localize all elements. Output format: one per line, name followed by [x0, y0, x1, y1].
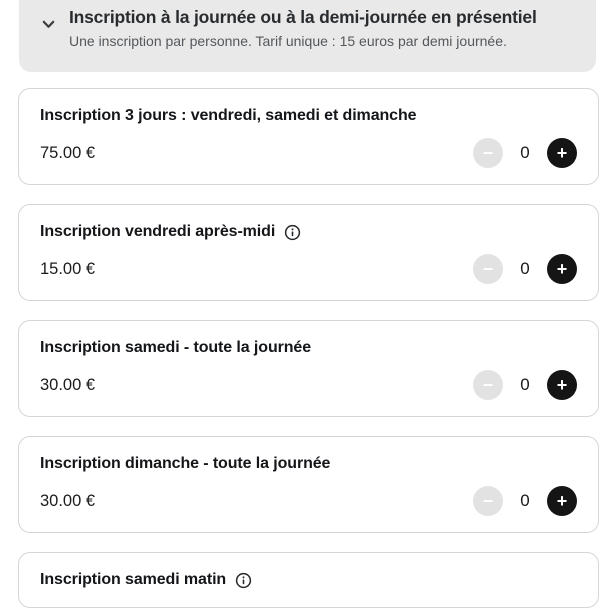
section-header[interactable]: Inscription à la journée ou à la demi-jo…: [19, 0, 596, 72]
section-subtitle: Une inscription par personne. Tarif uniq…: [69, 33, 507, 49]
quantity-value: 0: [520, 375, 530, 394]
ticket-name: Inscription vendredi après-midi: [40, 223, 276, 240]
ticket-list: Inscription 3 jours : vendredi, samedi e…: [18, 88, 599, 608]
quantity-stepper: − 0 +: [473, 370, 577, 400]
ticket-price: 30.00 €: [40, 491, 96, 510]
ticket-title-row: Inscription samedi - toute la journée: [40, 337, 577, 359]
ticket-title-row: Inscription samedi matin: [40, 569, 577, 591]
quantity-value: 0: [520, 143, 530, 162]
ticket-price-row: 30.00 € − 0 +: [40, 370, 577, 400]
decrease-quantity-button[interactable]: −: [473, 254, 503, 284]
ticket-card: Inscription dimanche - toute la journée …: [18, 436, 599, 533]
increase-quantity-button[interactable]: +: [547, 254, 577, 284]
increase-quantity-button[interactable]: +: [547, 138, 577, 168]
decrease-quantity-button[interactable]: −: [473, 138, 503, 168]
chevron-down-icon[interactable]: [40, 16, 56, 32]
ticket-card: Inscription vendredi après-midi 15.00 € …: [18, 204, 599, 301]
ticket-title-row: Inscription vendredi après-midi: [40, 221, 577, 243]
quantity-value: 0: [520, 259, 530, 278]
ticket-price-row: 15.00 € − 0 +: [40, 254, 577, 284]
ticket-price-row: 30.00 € − 0 +: [40, 486, 577, 516]
ticket-card: Inscription samedi matin: [18, 552, 599, 608]
section-title: Inscription à la journée ou à la demi-jo…: [69, 7, 537, 27]
ticket-selection-page: Inscription à la journée ou à la demi-jo…: [18, 0, 599, 608]
info-icon[interactable]: [284, 224, 301, 241]
quantity-stepper: − 0 +: [473, 138, 577, 168]
ticket-name: Inscription samedi matin: [40, 571, 227, 588]
ticket-price: 15.00 €: [40, 259, 96, 278]
ticket-name: Inscription 3 jours : vendredi, samedi e…: [40, 107, 417, 124]
increase-quantity-button[interactable]: +: [547, 486, 577, 516]
quantity-stepper: − 0 +: [473, 254, 577, 284]
ticket-price-row: 75.00 € − 0 +: [40, 138, 577, 168]
decrease-quantity-button[interactable]: −: [473, 486, 503, 516]
section-header-text: Inscription à la journée ou à la demi-jo…: [69, 6, 537, 51]
ticket-card: Inscription samedi - toute la journée 30…: [18, 320, 599, 417]
ticket-title-row: Inscription 3 jours : vendredi, samedi e…: [40, 105, 577, 127]
ticket-price: 75.00 €: [40, 143, 96, 162]
quantity-value: 0: [520, 491, 530, 510]
increase-quantity-button[interactable]: +: [547, 370, 577, 400]
ticket-card: Inscription 3 jours : vendredi, samedi e…: [18, 88, 599, 185]
ticket-name: Inscription dimanche - toute la journée: [40, 455, 331, 472]
ticket-price: 30.00 €: [40, 375, 96, 394]
quantity-stepper: − 0 +: [473, 486, 577, 516]
ticket-title-row: Inscription dimanche - toute la journée: [40, 453, 577, 475]
decrease-quantity-button[interactable]: −: [473, 370, 503, 400]
info-icon[interactable]: [235, 572, 252, 589]
ticket-name: Inscription samedi - toute la journée: [40, 339, 312, 356]
